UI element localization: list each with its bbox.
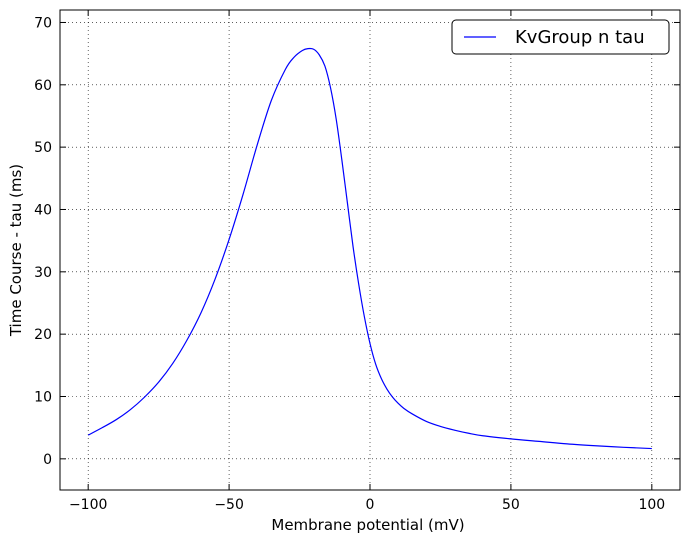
series-line-kvgroup-n-tau bbox=[87, 47, 652, 450]
x-tick-label: 100 bbox=[638, 497, 665, 513]
legend: KvGroup n tau bbox=[451, 19, 670, 55]
legend-box bbox=[451, 19, 670, 55]
y-axis-label: Time Course - tau (ms) bbox=[7, 164, 25, 337]
y-tick-label: 70 bbox=[34, 15, 52, 31]
y-tick-label: 30 bbox=[34, 265, 52, 281]
legend-label-kvgroup-n-tau: KvGroup n tau bbox=[515, 27, 645, 48]
y-tick-label: 60 bbox=[34, 78, 52, 94]
y-tick-label: 40 bbox=[34, 202, 52, 218]
y-tick-label: 10 bbox=[34, 389, 52, 405]
ticks: −100 −50 0 50 100 0 10 20 30 40 50 60 70 bbox=[34, 10, 680, 513]
x-tick-label: −50 bbox=[214, 497, 244, 513]
grid bbox=[60, 10, 680, 490]
y-tick-label: 20 bbox=[34, 327, 52, 343]
x-axis-label: Membrane potential (mV) bbox=[271, 516, 464, 534]
x-tick-label: −100 bbox=[69, 497, 107, 513]
y-tick-label: 0 bbox=[43, 452, 52, 468]
x-tick-label: 0 bbox=[366, 497, 375, 513]
series-layer bbox=[87, 47, 652, 450]
y-tick-label: 50 bbox=[34, 140, 52, 156]
x-tick-label: 50 bbox=[502, 497, 520, 513]
